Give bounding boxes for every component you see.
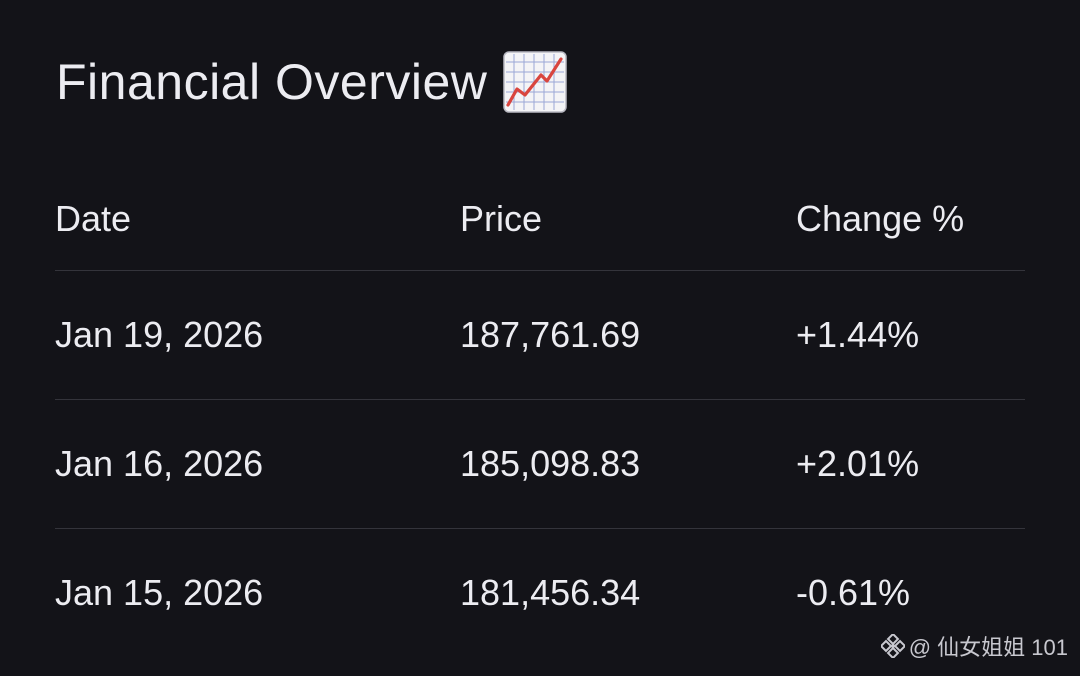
- price-cell: 181,456.34: [460, 572, 641, 613]
- change-cell: -0.61%: [796, 572, 911, 613]
- binance-logo-icon: [879, 632, 907, 660]
- watermark: @ 仙女姐姐 101: [879, 630, 1068, 662]
- table-row: Jan 19, 2026 187,761.69 +1.44%: [55, 271, 1025, 400]
- watermark-text: @ 仙女姐姐 101: [908, 635, 1068, 660]
- price-table: Date Price Change % Jan 19, 2026 187,761…: [55, 170, 1025, 657]
- price-cell: 187,761.69: [460, 314, 641, 355]
- title-row: Financial Overview: [56, 48, 568, 116]
- date-cell: Jan 19, 2026: [55, 314, 264, 355]
- column-header-date: Date: [55, 198, 132, 239]
- table-header-row: Date Price Change %: [55, 170, 1025, 271]
- price-cell: 185,098.83: [460, 443, 641, 484]
- column-header-change: Change %: [796, 198, 965, 239]
- table-row: Jan 15, 2026 181,456.34 -0.61%: [55, 529, 1025, 657]
- column-header-price: Price: [460, 198, 543, 239]
- chart-increasing-icon: [503, 51, 568, 113]
- page-title: Financial Overview: [56, 54, 488, 110]
- table-row: Jan 16, 2026 185,098.83 +2.01%: [55, 400, 1025, 529]
- date-cell: Jan 15, 2026: [55, 572, 264, 613]
- date-cell: Jan 16, 2026: [55, 443, 264, 484]
- change-cell: +1.44%: [796, 314, 920, 355]
- change-cell: +2.01%: [796, 443, 920, 484]
